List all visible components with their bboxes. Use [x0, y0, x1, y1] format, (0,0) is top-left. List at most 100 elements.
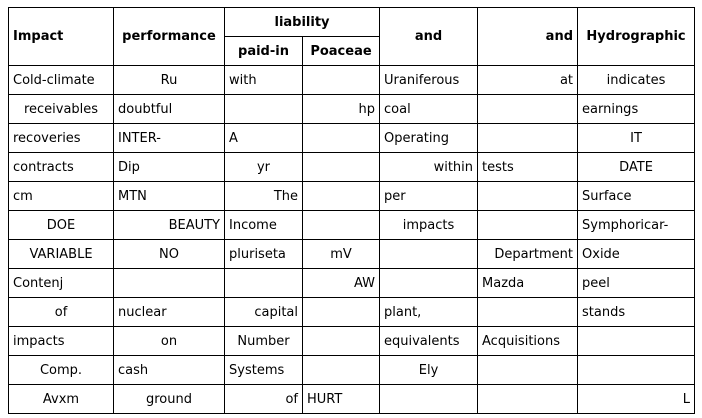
table-cell: on — [113, 326, 225, 356]
table-cell: DOE — [8, 210, 114, 240]
table-cell: Dip — [113, 152, 225, 182]
table-cell: equivalents — [379, 326, 479, 356]
table-cell: earnings — [577, 94, 696, 124]
table-cell — [301, 65, 381, 95]
table-cell: at — [477, 65, 579, 95]
table-cell: Surface — [577, 181, 696, 211]
table-cell — [477, 123, 579, 153]
table-cell: receivables — [8, 94, 114, 124]
table-cell: doubtful — [113, 94, 225, 124]
table-body: Cold-climate Ru with Uraniferous at indicates… — [8, 65, 696, 414]
table-cell: Contenj — [8, 268, 114, 298]
table-row: Avxm ground of HURT L — [8, 384, 696, 414]
table-cell: of — [8, 297, 114, 327]
table-cell: Ely — [379, 355, 479, 385]
table-cell — [301, 210, 381, 240]
header-paid-in: paid-in — [224, 36, 303, 66]
table-cell: hp — [301, 94, 381, 124]
table-row: Cold-climate Ru with Uraniferous at indicates — [8, 65, 696, 95]
table-cell: indicates — [577, 65, 696, 95]
table-cell: stands — [577, 297, 696, 327]
table-cell: Department — [477, 239, 579, 269]
table-row: recoveries INTER- A Operating IT — [8, 123, 696, 153]
table-cell — [224, 268, 303, 298]
header-hydrographic: Hydrographic — [577, 7, 696, 66]
table-cell: per — [379, 181, 479, 211]
header-liability: liability — [223, 7, 381, 37]
table-cell — [577, 326, 696, 356]
table-cell: Uraniferous — [379, 65, 479, 95]
table-cell: A — [224, 123, 303, 153]
table-cell — [477, 297, 579, 327]
table-cell: Comp. — [8, 355, 114, 385]
table-row: cm MTN The per Surface — [8, 181, 696, 211]
table-cell: Operating — [379, 123, 479, 153]
table-cell — [577, 355, 696, 385]
table-cell: plant, — [379, 297, 479, 327]
table-cell — [477, 355, 579, 385]
table-cell — [301, 326, 381, 356]
table-cell: Income — [224, 210, 303, 240]
table-cell: Acquisitions — [477, 326, 579, 356]
table-cell — [301, 297, 381, 327]
table-row: DOE BEAUTY Income impacts Symphoricar- — [8, 210, 696, 240]
table-cell: MTN — [113, 181, 225, 211]
table-cell: VARIABLE — [8, 239, 114, 269]
table-cell: The — [224, 181, 303, 211]
table-cell: impacts — [379, 210, 479, 240]
table-cell: contracts — [8, 152, 114, 182]
data-table-container: Impact performance liability and and Hyd… — [8, 7, 696, 414]
table-cell — [113, 268, 225, 298]
table-cell — [477, 384, 579, 414]
table-cell: tests — [477, 152, 579, 182]
table-row: of nuclear capital plant, stands — [8, 297, 696, 327]
table-cell: Mazda — [477, 268, 579, 298]
table-cell: with — [224, 65, 303, 95]
table-cell: yr — [224, 152, 303, 182]
table-cell: nuclear — [113, 297, 225, 327]
table-cell — [301, 152, 381, 182]
table-cell — [301, 123, 381, 153]
table-cell: IT — [577, 123, 696, 153]
table-cell — [224, 94, 303, 124]
table-cell: peel — [577, 268, 696, 298]
table-cell: ground — [113, 384, 225, 414]
table-row: impacts on Number equivalents Acquisitions — [8, 326, 696, 356]
table-row: contracts Dip yr within tests DATE — [8, 152, 696, 182]
table-cell: coal — [379, 94, 479, 124]
table-row: VARIABLE NO pluriseta mV Department Oxide — [8, 239, 696, 269]
table-cell — [379, 384, 479, 414]
table-cell: L — [577, 384, 696, 414]
table-cell: pluriseta — [224, 239, 303, 269]
table-cell: Systems — [224, 355, 303, 385]
table-cell: mV — [301, 239, 381, 269]
table-row: Contenj AW Mazda peel — [8, 268, 696, 298]
table-cell — [477, 210, 579, 240]
table-cell: Ru — [113, 65, 225, 95]
table-cell — [477, 181, 579, 211]
header-impact: Impact — [8, 7, 114, 66]
table-cell: recoveries — [8, 123, 114, 153]
table-cell: of — [224, 384, 303, 414]
header-performance: performance — [113, 7, 225, 66]
table-cell: AW — [301, 268, 381, 298]
data-table: Impact performance liability and and Hyd… — [8, 7, 696, 414]
table-cell: NO — [113, 239, 225, 269]
table-cell: within — [379, 152, 479, 182]
table-cell: BEAUTY — [113, 210, 225, 240]
table-row: Comp. cash Systems Ely — [8, 355, 696, 385]
table-cell: impacts — [8, 326, 114, 356]
table-row: receivables doubtful hp coal earnings — [8, 94, 696, 124]
table-cell: capital — [224, 297, 303, 327]
table-cell: INTER- — [113, 123, 225, 153]
table-cell: cm — [8, 181, 114, 211]
table-cell: cash — [113, 355, 225, 385]
header-and-2: and — [477, 7, 579, 66]
table-cell: Number — [224, 326, 303, 356]
table-cell: Symphoricar- — [577, 210, 696, 240]
header-and-1: and — [379, 7, 479, 66]
table-cell: Cold-climate — [8, 65, 114, 95]
table-cell — [379, 268, 479, 298]
table-cell: HURT — [301, 384, 381, 414]
table-cell: Avxm — [8, 384, 114, 414]
